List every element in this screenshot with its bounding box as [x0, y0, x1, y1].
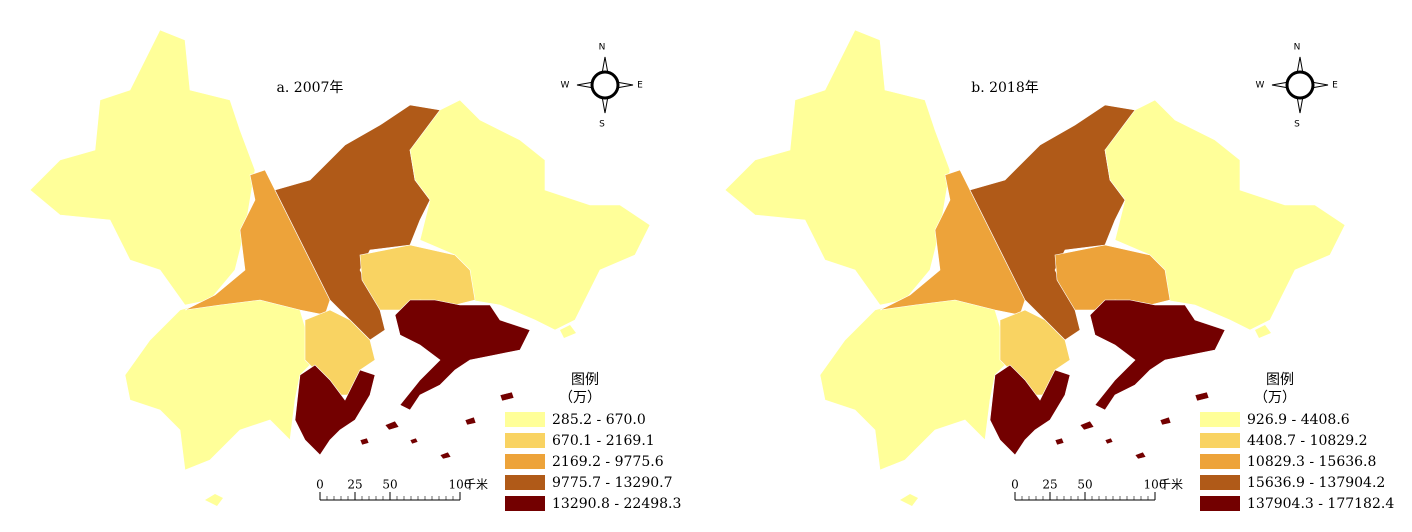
legend-title: 图例	[571, 372, 599, 388]
legend-label: 13290.8 - 22498.3	[552, 496, 681, 512]
legend-title: 图例	[1266, 372, 1294, 388]
compass-n: N	[1294, 43, 1301, 53]
compass-w: W	[561, 81, 570, 91]
legend-label: 10829.3 - 15636.8	[1247, 454, 1376, 470]
map-panel: a. 2007年 N S E W 图例 （万） 285.2 - 670.0 670.1 - 21…	[29, 29, 681, 512]
scale-unit: 千米	[464, 478, 488, 492]
legend-swatch	[505, 433, 545, 448]
legend-label: 670.1 - 2169.1	[552, 433, 655, 449]
map-panel: b. 2018年 N S E W 图例 （万） 926.9 - 4408.6 4408.7 - …	[724, 29, 1394, 512]
compass-e: E	[637, 81, 643, 91]
compass-ring	[1285, 70, 1315, 100]
scale-label: 50	[1077, 478, 1092, 492]
compass-n: N	[599, 43, 606, 53]
scale-unit: 千米	[1159, 478, 1183, 492]
legend-swatch	[505, 475, 545, 490]
compass-w: W	[1256, 81, 1265, 91]
region	[359, 299, 531, 460]
legend-label: 926.9 - 4408.6	[1247, 412, 1350, 428]
region	[989, 364, 1071, 456]
region	[294, 364, 376, 456]
scale-label: 25	[347, 478, 362, 492]
legend-swatch	[1200, 475, 1240, 490]
legend-swatch	[1200, 433, 1240, 448]
legend-label: 2169.2 - 9775.6	[552, 454, 664, 470]
legend-label: 137904.3 - 177182.4	[1247, 496, 1394, 512]
compass-ring	[590, 70, 620, 100]
scale-label: 50	[382, 478, 397, 492]
legend-swatch	[1200, 412, 1240, 427]
compass-s: S	[1294, 120, 1300, 130]
legend-swatch	[1200, 496, 1240, 511]
scale-label: 0	[1011, 478, 1019, 492]
region	[124, 294, 316, 471]
legend-swatch	[505, 454, 545, 469]
scale-label: 100	[1144, 478, 1167, 492]
map-title: b. 2018年	[971, 80, 1039, 96]
legend-unit: （万）	[559, 390, 601, 406]
legend-label: 285.2 - 670.0	[552, 412, 646, 428]
legend-unit: （万）	[1254, 390, 1296, 406]
region	[819, 294, 1011, 471]
compass-e: E	[1332, 81, 1338, 91]
scale-label: 100	[449, 478, 472, 492]
scale-label: 0	[316, 478, 324, 492]
region	[1054, 299, 1226, 460]
scale-label: 25	[1042, 478, 1057, 492]
legend-swatch	[505, 496, 545, 511]
legend-swatch	[1200, 454, 1240, 469]
compass-s: S	[599, 120, 605, 130]
legend-label: 4408.7 - 10829.2	[1247, 433, 1368, 449]
legend-swatch	[505, 412, 545, 427]
region	[29, 29, 256, 306]
region	[274, 104, 441, 341]
region	[969, 104, 1136, 341]
region	[724, 29, 951, 306]
map-title: a. 2007年	[277, 80, 344, 96]
legend-label: 9775.7 - 13290.7	[552, 475, 673, 491]
legend-label: 15636.9 - 137904.2	[1247, 475, 1385, 491]
